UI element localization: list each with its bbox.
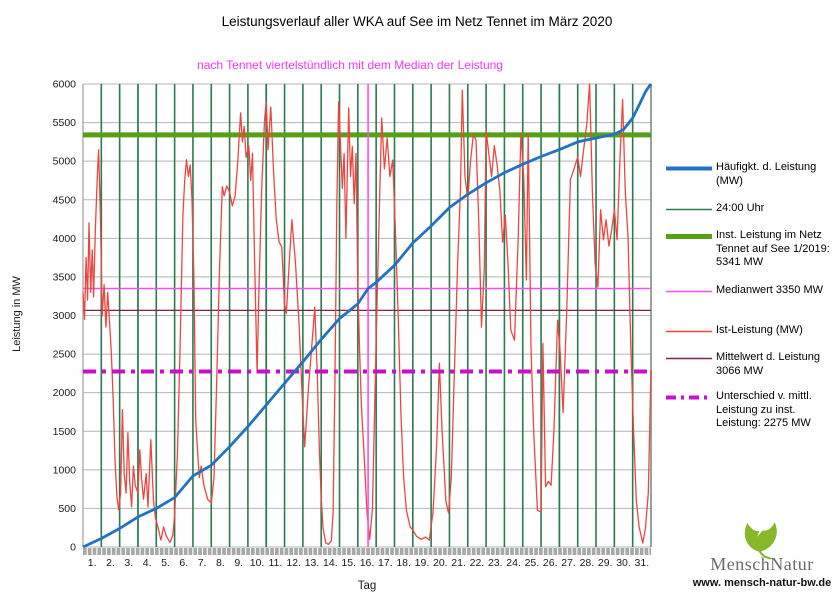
y-tick-label: 2500 <box>53 349 77 361</box>
x-tick-label: 6. <box>179 557 188 569</box>
mensch-natur-logo: MenschNatur www. mensch-natur-bw.de <box>690 518 834 598</box>
legend-item-medianwert: Medianwert 3350 MW <box>666 284 834 298</box>
x-tick-label: 31. <box>635 557 650 569</box>
x-tick-label: 19. <box>415 557 430 569</box>
legend-swatch-line <box>666 357 712 360</box>
x-tick-label: 8. <box>216 557 225 569</box>
x-tick-label: 16. <box>360 557 375 569</box>
y-tick-label: 500 <box>58 503 76 515</box>
ist-leistung-series <box>82 83 652 545</box>
x-tick-label: 7. <box>198 557 207 569</box>
legend-swatch-line <box>666 166 712 171</box>
x-tick-label: 10. <box>250 557 265 569</box>
haeufigkeit-series <box>82 83 653 549</box>
legend-label: Medianwert 3350 MW <box>716 284 823 296</box>
legend-label: Ist-Leistung (MW) <box>716 324 803 336</box>
y-tick-label: 1500 <box>53 426 77 438</box>
y-tick-label: 4500 <box>53 194 77 206</box>
x-tick-label: 22. <box>470 557 485 569</box>
x-tick-label: 29. <box>598 557 613 569</box>
ginkgo-leaf-icon <box>744 522 777 560</box>
legend-label: Mittelwert d. Leistung 3066 MW <box>716 351 820 377</box>
legend-label: 24:00 Uhr <box>716 202 765 214</box>
x-tick-label: 30. <box>616 557 631 569</box>
y-tick-label: 0 <box>70 542 76 554</box>
x-tick-label: 15. <box>341 557 356 569</box>
legend-item-24-uhr: 24:00 Uhr <box>666 202 834 216</box>
legend-swatch-line <box>666 330 712 333</box>
x-tick-label: 18. <box>396 557 411 569</box>
x-tick-label: 25. <box>525 557 540 569</box>
y-tick-label: 5500 <box>53 117 77 129</box>
x-tick-label: 20. <box>433 557 448 569</box>
x-tick-label: 23. <box>488 557 503 569</box>
legend-label: Unterschied v. mittl. Leistung zu inst. … <box>716 390 812 429</box>
legend-item-unterschied: Unterschied v. mittl. Leistung zu inst. … <box>666 390 834 431</box>
x-tick-label: 27. <box>561 557 576 569</box>
y-tick-label: 5000 <box>53 156 77 168</box>
x-tick-label: 4. <box>143 557 152 569</box>
legend-swatch-line <box>666 234 712 239</box>
legend-swatch-line <box>666 208 712 211</box>
legend-item-ist-leistung: Ist-Leistung (MW) <box>666 324 834 338</box>
legend-label: Inst. Leistung im Netz Tennet auf See 1/… <box>716 229 830 268</box>
y-tick-label: 3500 <box>53 271 77 283</box>
x-tick-label: 14. <box>323 557 338 569</box>
y-tick-label: 6000 <box>53 79 77 91</box>
legend-swatch-line <box>666 290 712 293</box>
x-tick-label: 2. <box>106 557 115 569</box>
logo-brand-text: MenschNatur <box>710 554 814 574</box>
x-tick-label: 28. <box>580 557 595 569</box>
legend: Häufigkt. d. Leistung (MW) 24:00 Uhr Ins… <box>666 155 834 455</box>
legend-item-haeufigkeit: Häufigkt. d. Leistung (MW) <box>666 161 834 188</box>
y-tick-label: 1000 <box>53 464 77 476</box>
x-tick-label: 9. <box>234 557 243 569</box>
y-axis-title: Leistung in MW <box>11 276 23 352</box>
x-tick-label: 17. <box>378 557 393 569</box>
legend-label: Häufigkt. d. Leistung (MW) <box>716 161 817 187</box>
legend-item-mittelwert: Mittelwert d. Leistung 3066 MW <box>666 351 834 378</box>
x-tick-label: 12. <box>286 557 301 569</box>
x-tick-label: 21. <box>451 557 466 569</box>
chart-subtitle: nach Tennet viertelstündlich mit dem Med… <box>197 58 503 72</box>
x-tick-label: 11. <box>268 557 282 569</box>
x-tick-label: 13. <box>305 557 320 569</box>
legend-swatch-line <box>666 395 712 400</box>
x-tick-label: 24. <box>506 557 521 569</box>
chart-title: Leistungsverlauf aller WKA auf See im Ne… <box>221 14 613 29</box>
logo-url-text: www. mensch-natur-bw.de <box>692 577 832 589</box>
y-tick-label: 4000 <box>53 233 77 245</box>
x-axis-title: Tag <box>357 580 377 592</box>
y-tick-label: 2000 <box>53 387 77 399</box>
x-tick-label: 5. <box>161 557 170 569</box>
x-tick-label: 26. <box>543 557 558 569</box>
x-tick-label: 3. <box>124 557 133 569</box>
legend-item-inst-leistung: Inst. Leistung im Netz Tennet auf See 1/… <box>666 229 834 270</box>
x-tick-label: 1. <box>88 557 97 569</box>
y-tick-label: 3000 <box>53 310 77 322</box>
